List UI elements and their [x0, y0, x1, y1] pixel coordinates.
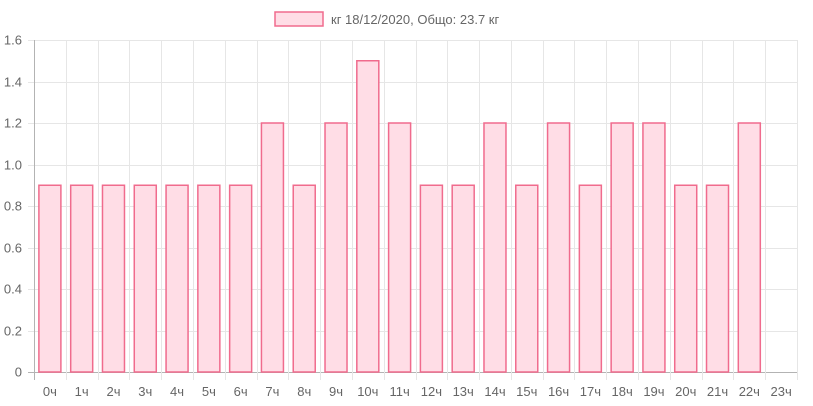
bar-13ч[interactable] [451, 184, 475, 373]
bar-11ч[interactable] [387, 122, 412, 373]
bar-18ч[interactable] [610, 122, 634, 373]
x-tick-label: 10ч [357, 384, 378, 399]
bar-17ч[interactable] [578, 184, 603, 373]
bar-9ч[interactable] [324, 122, 348, 373]
x-tick-label: 16ч [548, 384, 569, 399]
bar-5ч[interactable] [197, 184, 221, 373]
x-tick-label: 18ч [612, 384, 633, 399]
legend-label[interactable]: кг 18/12/2020, Общо: 23.7 кг [331, 12, 499, 27]
x-tick-label: 20ч [675, 384, 696, 399]
grid [28, 40, 798, 380]
x-tick-label: 14ч [484, 384, 505, 399]
bar-2ч[interactable] [101, 184, 126, 373]
legend[interactable]: кг 18/12/2020, Общо: 23.7 кг [274, 11, 499, 27]
y-tick-label: 0.8 [4, 199, 22, 214]
bar-20ч[interactable] [673, 184, 698, 373]
x-tick-label: 23ч [770, 384, 791, 399]
x-tick-label: 15ч [516, 384, 537, 399]
x-tick-label: 12ч [421, 384, 442, 399]
bar-1ч[interactable] [69, 184, 94, 373]
x-tick-label: 4ч [170, 384, 184, 399]
bar-22ч[interactable] [737, 122, 762, 373]
x-tick-label: 21ч [707, 384, 728, 399]
y-tick-label: 1.4 [4, 75, 22, 90]
x-axis-ticks: 0ч 1ч 2ч 3ч 4ч 5ч 6ч 7ч 8ч 9ч 10ч 11ч 12ч 13ч 14ч 15ч 16… [43, 384, 792, 399]
legend-swatch[interactable] [274, 11, 324, 27]
y-axis-ticks: 0 0.2 0.4 0.6 0.8 1.0 1.2 1.4 1.6 [4, 33, 22, 380]
x-tick-label: 6ч [234, 384, 248, 399]
bar-19ч[interactable] [642, 122, 666, 373]
y-tick-label: 1.2 [4, 116, 22, 131]
x-tick-label: 17ч [580, 384, 601, 399]
bar-10ч[interactable] [356, 60, 380, 373]
x-tick-label: 1ч [75, 384, 89, 399]
y-tick-label: 1.6 [4, 33, 22, 48]
bars [38, 60, 762, 373]
bar-14ч[interactable] [483, 122, 507, 373]
bar-21ч[interactable] [705, 184, 730, 373]
bar-16ч[interactable] [546, 122, 571, 373]
bar-8ч[interactable] [292, 184, 316, 373]
y-tick-label: 0.2 [4, 324, 22, 339]
x-tick-label: 9ч [329, 384, 343, 399]
x-tick-label: 8ч [297, 384, 311, 399]
x-tick-label: 0ч [43, 384, 57, 399]
bar-3ч[interactable] [133, 184, 158, 373]
x-tick-label: 3ч [138, 384, 152, 399]
x-tick-label: 11ч [389, 384, 409, 399]
y-tick-label: 0 [15, 365, 22, 380]
x-tick-label: 13ч [453, 384, 474, 399]
y-tick-label: 1.0 [4, 158, 22, 173]
x-tick-label: 19ч [643, 384, 664, 399]
y-tick-label: 0.6 [4, 241, 22, 256]
x-tick-label: 22ч [739, 384, 760, 399]
x-tick-label: 2ч [106, 384, 120, 399]
bar-7ч[interactable] [260, 122, 285, 373]
x-tick-label: 5ч [202, 384, 216, 399]
y-tick-label: 0.4 [4, 282, 22, 297]
bar-6ч[interactable] [228, 184, 253, 373]
bar-12ч[interactable] [419, 184, 444, 373]
bar-0ч[interactable] [38, 184, 62, 373]
bar-4ч[interactable] [165, 184, 189, 373]
x-tick-label: 7ч [265, 384, 279, 399]
bar-15ч[interactable] [515, 184, 539, 373]
